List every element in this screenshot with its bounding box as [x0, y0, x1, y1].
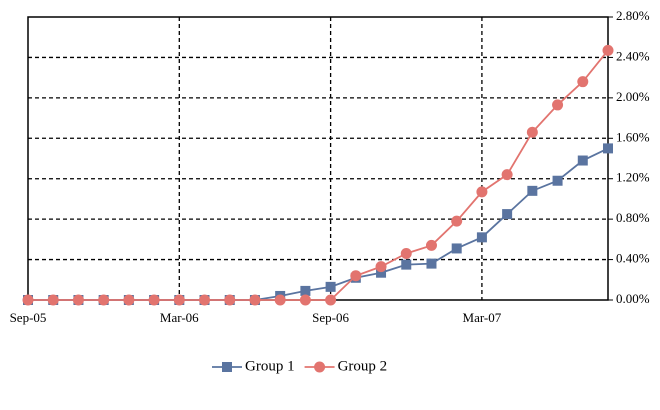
data-point: [173, 294, 185, 306]
data-point: [299, 294, 311, 306]
legend-label: Group 2: [338, 358, 388, 374]
data-point: [98, 294, 110, 306]
data-point: [577, 76, 589, 88]
data-point: [603, 143, 613, 154]
series-line: [28, 147, 609, 301]
data-point: [148, 294, 160, 306]
plot-frame: [27, 16, 609, 301]
y-tick-label: 1.20%: [616, 170, 650, 185]
data-point: [376, 267, 387, 278]
y-tick-label: 0.00%: [616, 291, 650, 306]
legend-marker: [314, 361, 326, 373]
data-point: [602, 44, 614, 56]
data-point: [325, 294, 337, 306]
data-point: [502, 209, 513, 220]
data-point: [401, 259, 412, 270]
y-tick-label: 2.40%: [616, 48, 650, 63]
data-point: [199, 294, 211, 306]
y-tick-label: 2.80%: [616, 8, 650, 23]
data-point: [451, 243, 462, 254]
y-tick-label: 0.80%: [616, 210, 650, 225]
data-point: [22, 294, 34, 306]
data-point: [476, 186, 488, 198]
data-point: [552, 175, 563, 186]
data-point: [426, 258, 437, 269]
data-point: [425, 239, 437, 251]
legend-label: Group 1: [245, 358, 295, 374]
data-point: [47, 294, 59, 306]
y-tick-label: 2.00%: [616, 89, 650, 104]
data-point: [300, 285, 311, 296]
y-tick-label: 0.40%: [616, 251, 650, 266]
data-point: [400, 248, 412, 260]
data-point: [451, 215, 463, 227]
data-point: [123, 294, 135, 306]
data-point: [577, 155, 588, 166]
y-tick-label: 1.60%: [616, 129, 650, 144]
data-point: [476, 232, 487, 243]
x-tick-label: Sep-05: [10, 310, 47, 325]
data-point: [350, 270, 362, 282]
data-point: [375, 261, 387, 273]
data-point: [249, 294, 261, 306]
legend-marker: [222, 362, 232, 372]
data-point: [72, 294, 84, 306]
x-tick-label: Sep-06: [312, 310, 349, 325]
data-point: [224, 294, 236, 306]
data-point: [501, 169, 513, 181]
data-point: [527, 185, 538, 196]
x-tick-label: Mar-06: [160, 310, 199, 325]
data-point: [552, 99, 564, 111]
x-tick-label: Mar-07: [463, 310, 502, 325]
series-line: [28, 49, 609, 301]
data-point: [526, 126, 538, 138]
data-point: [274, 294, 286, 306]
data-point: [325, 281, 336, 292]
